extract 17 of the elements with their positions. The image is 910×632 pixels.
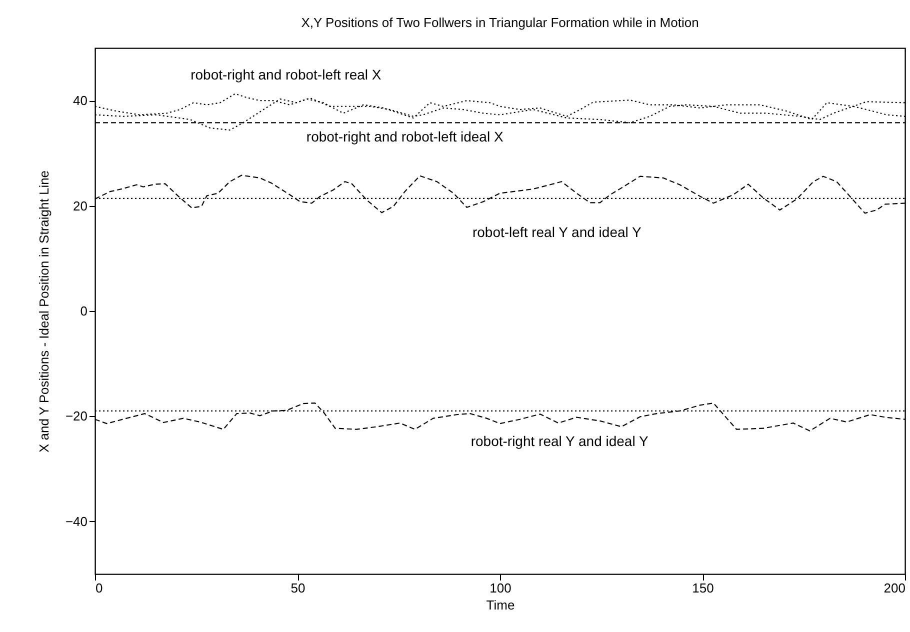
y-tick-label: −40 <box>65 514 88 529</box>
x-axis-title: Time <box>486 598 515 612</box>
annotation: robot-right real Y and ideal Y <box>470 432 649 449</box>
annotation: robot-right and robot-left real X <box>190 66 382 82</box>
y-tick-label: 0 <box>80 304 88 318</box>
y-tick-label: 40 <box>73 93 88 108</box>
y-tick-label: −20 <box>65 408 88 424</box>
annotation: robot-left real Y and ideal Y <box>472 224 642 240</box>
x-tick-label: 0 <box>96 580 103 596</box>
x-tick-label: 100 <box>490 580 512 596</box>
x-tick-label: 50 <box>290 580 306 596</box>
annotation: robot-right and robot-left ideal X <box>306 128 504 144</box>
y-tick-label: 20 <box>73 198 88 214</box>
y-axis-title: X and Y Positions - Ideal Position in Straight Line <box>36 170 52 453</box>
x-tick-label: 200 <box>884 580 906 596</box>
chart-title: X,Y Positions of Two Follwers in Triangular Formation while in Motion <box>301 15 699 30</box>
x-tick-label: 150 <box>692 580 714 596</box>
